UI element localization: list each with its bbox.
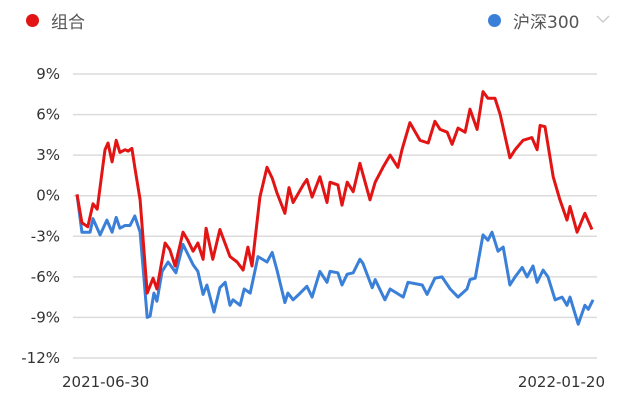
y-tick-label: -9% xyxy=(31,308,60,326)
chevron-down-icon[interactable] xyxy=(596,12,610,26)
x-tick-start: 2021-06-30 xyxy=(62,373,149,391)
y-tick-label: 0% xyxy=(36,187,60,205)
y-tick-label: 3% xyxy=(36,146,60,164)
portfolio-legend-dot xyxy=(26,14,39,27)
y-tick-label: -6% xyxy=(31,268,60,286)
benchmark-series-line xyxy=(75,194,595,326)
y-tick-label: 9% xyxy=(36,65,60,83)
legend-portfolio[interactable]: 组合 xyxy=(26,8,85,33)
y-tick-label: -3% xyxy=(31,227,60,245)
x-tick-end: 2022-01-20 xyxy=(518,373,605,391)
y-tick-label: -12% xyxy=(21,349,60,367)
y-tick-label: 6% xyxy=(36,106,60,124)
portfolio-series-line xyxy=(75,90,594,295)
legend-benchmark[interactable]: 沪深300 xyxy=(488,8,579,33)
portfolio-legend-label: 组合 xyxy=(51,13,85,33)
benchmark-legend-dot xyxy=(488,14,501,27)
benchmark-legend-label: 沪深300 xyxy=(513,13,580,33)
